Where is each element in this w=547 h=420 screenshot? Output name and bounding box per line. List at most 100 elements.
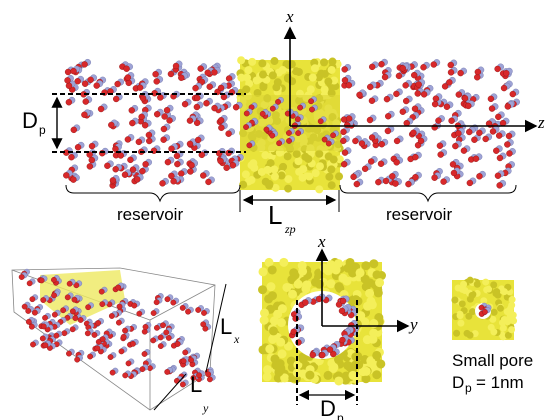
oxygen <box>286 138 291 143</box>
oxygen <box>270 133 275 138</box>
oxygen <box>346 82 352 88</box>
oxygen <box>158 335 163 340</box>
wall-atom <box>346 258 355 267</box>
wall-atom <box>271 173 279 181</box>
wall-atom <box>321 85 329 93</box>
label-sub: p <box>465 381 472 395</box>
oxygen <box>455 130 461 136</box>
oxygen <box>420 64 426 70</box>
oxygen <box>85 331 90 336</box>
oxygen <box>400 65 406 71</box>
oxygen <box>29 324 34 329</box>
oxygen <box>187 118 193 124</box>
wall-atom <box>493 288 500 295</box>
wall-atom <box>328 66 336 74</box>
oxygen <box>218 158 224 164</box>
wall-atom <box>247 176 255 184</box>
oxygen <box>174 153 180 159</box>
oxygen <box>122 172 128 178</box>
oxygen <box>207 84 213 90</box>
oxygen <box>22 304 27 309</box>
oxygen <box>130 341 135 346</box>
wall-atom <box>302 280 311 289</box>
label-main: L <box>220 314 232 339</box>
oxygen <box>139 114 145 120</box>
wall-atom <box>276 338 285 347</box>
oxygen <box>433 96 439 102</box>
oxygen <box>180 305 185 310</box>
oxygen <box>224 165 230 171</box>
oxygen <box>466 129 472 135</box>
oxygen <box>340 129 346 135</box>
oxygen <box>95 346 100 351</box>
wall-atom <box>259 71 267 79</box>
oxygen <box>126 80 132 86</box>
oxygen <box>342 66 348 72</box>
oxygen <box>473 156 479 162</box>
wall-atom <box>363 335 372 344</box>
oxygen <box>165 297 170 302</box>
oxygen <box>99 289 104 294</box>
oxygen <box>160 323 165 328</box>
wall-atom <box>260 316 269 325</box>
oxygen <box>510 91 516 97</box>
oxygen <box>164 330 169 335</box>
oxygen <box>87 354 92 359</box>
wall-atom <box>457 312 464 319</box>
oxygen <box>488 96 494 102</box>
oxygen <box>354 181 360 187</box>
oxygen <box>356 92 362 98</box>
oxygen <box>341 161 347 167</box>
oxygen <box>70 309 75 314</box>
oxygen <box>226 131 232 137</box>
wall-atom <box>299 355 308 364</box>
region-label: reservoir <box>386 205 452 224</box>
wall-atom <box>474 281 481 288</box>
oxygen <box>476 130 482 136</box>
oxygen <box>432 175 438 181</box>
wall-atom <box>334 376 343 385</box>
oxygen <box>483 136 489 142</box>
dimension-line <box>154 374 186 410</box>
oxygen <box>276 141 281 146</box>
oxygen <box>385 128 391 134</box>
oxygen <box>461 148 467 154</box>
oxygen <box>94 83 100 89</box>
oxygen <box>497 182 503 188</box>
oxygen <box>108 354 113 359</box>
oxygen <box>26 308 31 313</box>
oxygen <box>171 300 176 305</box>
label-main: D <box>320 396 336 420</box>
wall-atom <box>375 278 384 287</box>
wall-atom <box>242 85 250 93</box>
oxygen <box>247 143 252 148</box>
wall-atom <box>315 185 323 193</box>
oxygen <box>233 104 239 110</box>
wall-atom <box>490 281 497 288</box>
oxygen <box>295 130 300 135</box>
wall-atom <box>325 152 333 160</box>
oxygen <box>302 300 308 306</box>
oxygen <box>175 341 180 346</box>
oxygen <box>326 141 331 146</box>
oxygen <box>43 343 48 348</box>
oxygen <box>189 162 195 168</box>
wall-atom <box>372 270 381 279</box>
oxygen <box>309 107 314 112</box>
oxygen <box>339 308 345 314</box>
oxygen <box>385 113 391 119</box>
oxygen <box>92 332 97 337</box>
wall-atom <box>294 280 303 289</box>
oxygen <box>72 297 77 302</box>
label-main: D <box>22 108 38 133</box>
oxygen <box>73 315 78 320</box>
wall-atom <box>266 282 275 291</box>
oxygen <box>95 320 100 325</box>
oxygen <box>501 85 507 91</box>
oxygen <box>98 106 104 112</box>
oxygen <box>118 152 124 158</box>
oxygen <box>367 117 373 123</box>
oxygen <box>458 70 464 76</box>
wall-atom <box>369 259 378 268</box>
oxygen <box>188 357 193 362</box>
